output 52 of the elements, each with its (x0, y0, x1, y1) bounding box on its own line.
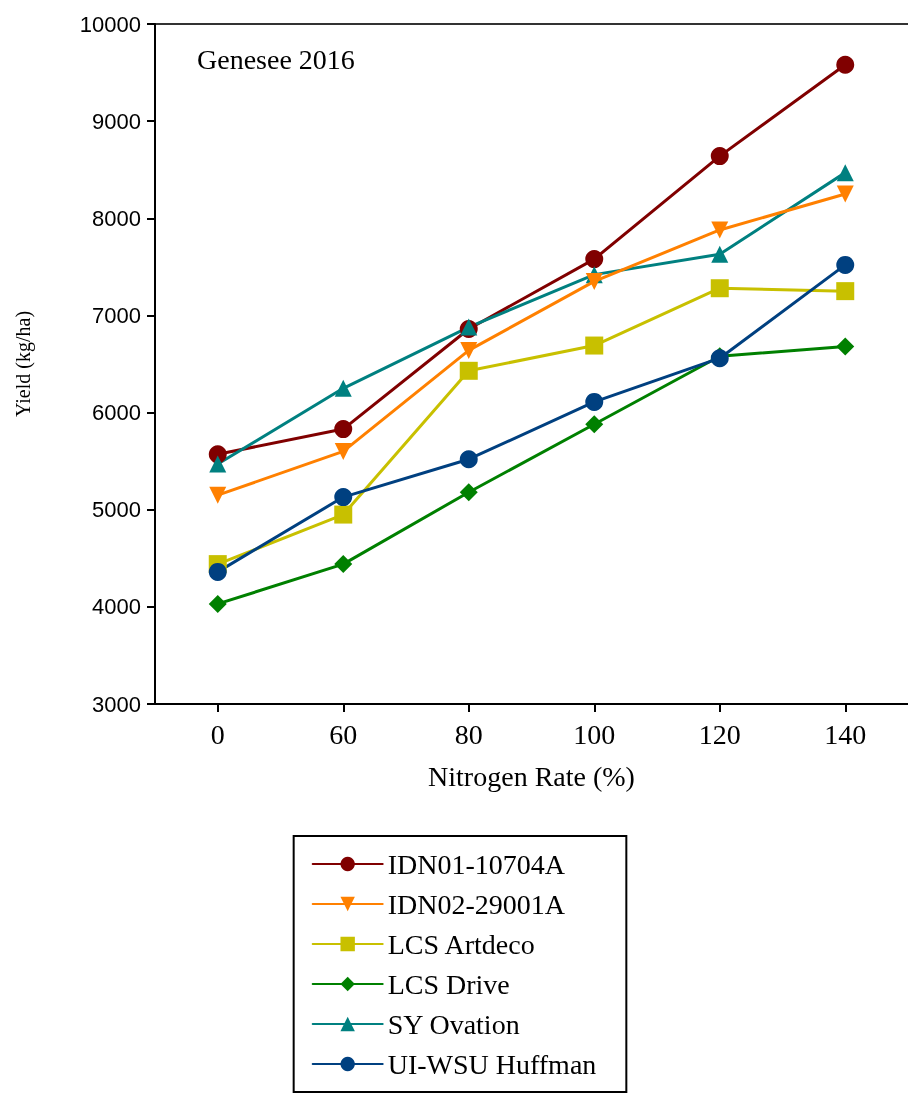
point (459, 361, 478, 380)
point (334, 555, 353, 574)
point (836, 282, 855, 301)
x-tick-label: 140 (824, 718, 867, 750)
x-tick-label: 100 (573, 718, 616, 750)
y-tick-label: 6000 (92, 400, 141, 426)
legend-label: UI-WSU Huffman (387, 1048, 597, 1080)
point (710, 279, 729, 298)
point (208, 562, 227, 581)
y-tick-label: 7000 (92, 302, 141, 328)
legend-label: SY Ovation (387, 1008, 520, 1040)
point (711, 221, 729, 239)
point (209, 486, 227, 504)
point (209, 455, 227, 473)
point (334, 442, 352, 460)
point (836, 164, 854, 182)
legend-label: LCS Artdeco (387, 928, 535, 960)
point (585, 250, 604, 269)
x-tick-label: 60 (329, 718, 358, 750)
y-tick-label: 10000 (79, 11, 141, 37)
point (459, 450, 478, 469)
point (585, 336, 604, 355)
point (836, 255, 855, 274)
legend-label: IDN02-29001A (387, 888, 566, 920)
point (585, 392, 604, 411)
x-axis-title: Nitrogen Rate (%) (428, 760, 635, 792)
point (459, 483, 478, 502)
point (585, 272, 603, 290)
point (710, 147, 729, 166)
x-tick-label: 120 (698, 718, 741, 750)
point (334, 488, 353, 507)
point (334, 420, 353, 439)
point (836, 185, 854, 203)
text: Genesee 2016 (197, 43, 355, 75)
y-tick-label: 8000 (92, 205, 141, 231)
point (460, 341, 478, 359)
legend-label: LCS Drive (387, 968, 510, 1000)
point (585, 415, 604, 434)
y-tick-label: 4000 (92, 594, 141, 620)
point (836, 337, 855, 356)
point (836, 55, 855, 74)
y-axis-title: Yield (kg/ha) (12, 310, 35, 418)
point (334, 379, 352, 397)
point (334, 505, 353, 524)
y-tick-label: 5000 (92, 497, 141, 523)
x-tick-label: 80 (454, 718, 483, 750)
point (711, 245, 729, 263)
point (208, 594, 227, 613)
y-tick-label: 9000 (92, 108, 141, 134)
y-tick-label: 3000 (92, 691, 141, 717)
legend-label: IDN01-10704A (387, 848, 566, 880)
x-tick-label: 0 (210, 718, 225, 750)
